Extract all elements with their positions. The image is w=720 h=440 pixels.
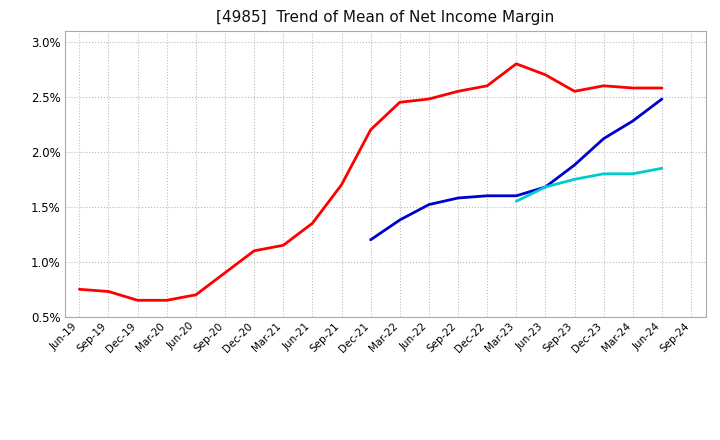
5 Years	[454, 195, 462, 201]
3 Years	[279, 242, 287, 248]
3 Years	[366, 127, 375, 132]
3 Years	[541, 72, 550, 77]
Title: [4985]  Trend of Mean of Net Income Margin: [4985] Trend of Mean of Net Income Margi…	[216, 11, 554, 26]
3 Years	[629, 85, 637, 91]
5 Years	[570, 162, 579, 168]
5 Years	[483, 193, 492, 198]
3 Years	[570, 88, 579, 94]
3 Years	[220, 270, 229, 275]
Line: 7 Years: 7 Years	[516, 168, 662, 201]
Line: 5 Years: 5 Years	[371, 99, 662, 240]
7 Years	[541, 184, 550, 190]
5 Years	[541, 184, 550, 190]
3 Years	[308, 220, 317, 226]
7 Years	[629, 171, 637, 176]
3 Years	[337, 182, 346, 187]
5 Years	[629, 118, 637, 124]
5 Years	[599, 136, 608, 141]
3 Years	[163, 297, 171, 303]
3 Years	[395, 99, 404, 105]
3 Years	[104, 289, 113, 294]
3 Years	[599, 83, 608, 88]
3 Years	[425, 96, 433, 102]
5 Years	[657, 96, 666, 102]
3 Years	[657, 85, 666, 91]
3 Years	[454, 88, 462, 94]
5 Years	[366, 237, 375, 242]
3 Years	[192, 292, 200, 297]
3 Years	[133, 297, 142, 303]
3 Years	[483, 83, 492, 88]
3 Years	[250, 248, 258, 253]
7 Years	[512, 198, 521, 204]
5 Years	[395, 217, 404, 223]
5 Years	[425, 202, 433, 207]
Line: 3 Years: 3 Years	[79, 64, 662, 300]
7 Years	[657, 165, 666, 171]
7 Years	[599, 171, 608, 176]
3 Years	[512, 61, 521, 66]
5 Years	[512, 193, 521, 198]
7 Years	[570, 176, 579, 182]
3 Years	[75, 287, 84, 292]
